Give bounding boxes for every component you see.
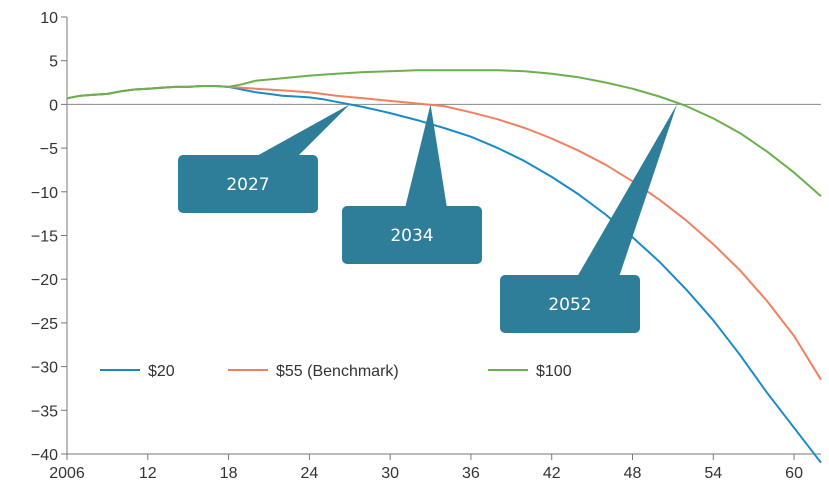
callout-pointer: [405, 104, 447, 208]
y-tick-label: 10: [40, 10, 58, 27]
y-tick-label: −40: [31, 447, 58, 464]
series-layer: [66, 69, 822, 464]
y-tick-label: −5: [40, 141, 58, 158]
x-tick-label: 48: [624, 465, 642, 482]
legend-entry-3: $100: [488, 363, 572, 380]
callout-label: 2052: [548, 295, 591, 315]
series-line-3: [66, 69, 822, 197]
callout-box: [178, 155, 318, 213]
legend-label: $55 (Benchmark): [276, 363, 399, 380]
legend-entry-2: $55 (Benchmark): [228, 363, 399, 380]
y-tick-label: −35: [31, 403, 58, 420]
legend-label: $20: [148, 363, 175, 380]
y-tick-label: −15: [31, 229, 58, 246]
y-tick-label: −25: [31, 316, 58, 333]
y-tick-label: 5: [49, 54, 58, 71]
legend: $20 $55 (Benchmark) $100: [100, 363, 572, 380]
callout-2027: 2027: [178, 104, 350, 213]
callout-layer: 2027 2034 2052: [178, 104, 677, 333]
callout-pointer: [255, 104, 350, 157]
x-tick-label: 36: [462, 465, 480, 482]
x-tick-label: 2006: [49, 465, 85, 482]
x-tick-label: 12: [139, 465, 157, 482]
x-tick-label: 18: [220, 465, 238, 482]
x-tick-label: 30: [381, 465, 399, 482]
x-tick-label: 60: [785, 465, 803, 482]
series-line-1: [66, 85, 822, 464]
y-tick-label: −30: [31, 360, 58, 377]
callout-2034: 2034: [342, 104, 482, 264]
x-tick-label: 42: [543, 465, 561, 482]
legend-label: $100: [536, 363, 572, 380]
y-tick-label: −10: [31, 185, 58, 202]
callout-2052: 2052: [500, 104, 677, 333]
callout-label: 2034: [390, 226, 433, 246]
x-tick-label: 24: [300, 465, 318, 482]
x-tick-label: 54: [704, 465, 722, 482]
y-tick-label: 0: [49, 97, 58, 114]
callout-label: 2027: [226, 175, 269, 195]
callout-box: [342, 206, 482, 264]
callout-pointer: [577, 104, 677, 278]
legend-entry-1: $20: [100, 363, 175, 380]
y-tick-label: −20: [31, 272, 58, 289]
callout-box: [500, 275, 640, 333]
